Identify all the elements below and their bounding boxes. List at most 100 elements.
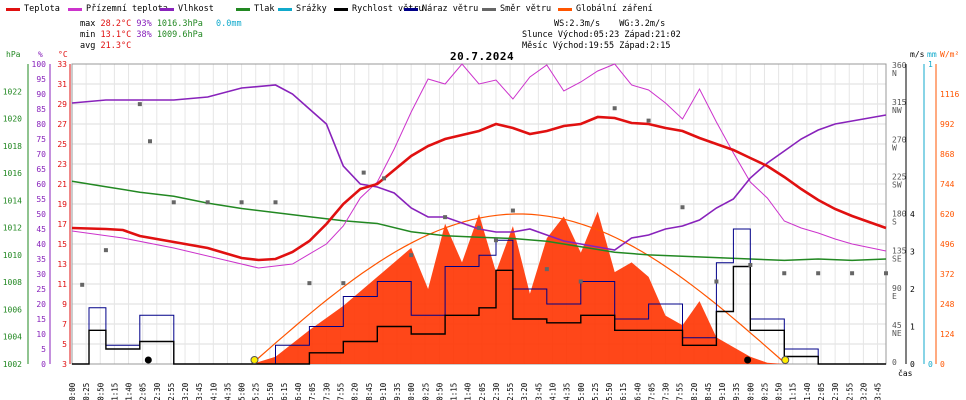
x-tick-label: 05:00	[238, 382, 247, 400]
hum-tick: 70	[36, 150, 46, 159]
rad-tick: 0	[940, 360, 945, 369]
rad-tick: 496	[940, 240, 955, 249]
x-tick-label: 21:15	[789, 383, 798, 400]
x-tick-label: 03:45	[195, 383, 204, 400]
slunce-set: Západ:21:02	[624, 30, 681, 40]
x-tick-label: 01:15	[110, 383, 119, 400]
dir-tick: 45	[892, 321, 902, 330]
x-tick-label: 17:55	[676, 383, 685, 400]
x-tick-label: 16:40	[633, 382, 642, 400]
radiation-area	[251, 211, 785, 364]
mesic-set: Západ:2:15	[619, 41, 671, 51]
hum-tick: 30	[36, 270, 46, 279]
legend-label: Tlak	[254, 4, 275, 14]
x-tick-label: 00:25	[82, 383, 91, 400]
ws-value: WS:2.3m/s	[554, 19, 601, 29]
wind-dir-point	[382, 176, 387, 181]
sunrise-marker	[250, 356, 259, 364]
legend-swatch	[278, 7, 292, 11]
dir-tick: 315	[892, 98, 907, 107]
temp-tick: 31	[57, 80, 67, 89]
hpa-tick: 1002	[3, 360, 22, 369]
hpa-tick: 1020	[3, 115, 22, 124]
legend-swatch	[334, 7, 348, 11]
x-tick-label: 07:30	[322, 382, 331, 400]
x-tick-label: 13:20	[520, 382, 529, 400]
stats-min-press: 1009.6hPa	[156, 30, 203, 40]
wind-dir-point	[493, 238, 498, 243]
temp-tick: 33	[57, 60, 67, 69]
wind-dir-point	[171, 200, 176, 205]
legend-item-8: Globální záření	[558, 4, 653, 14]
x-tick-label: 17:30	[662, 382, 671, 400]
dir-tick: 180	[892, 210, 907, 219]
stats-avg: avg 21.3°C	[80, 41, 131, 51]
temp-tick: 5	[62, 340, 67, 349]
moon-times: Měsíc Východ:19:55 Západ:2:15	[522, 41, 670, 51]
temp-tick: 21	[57, 180, 67, 189]
stats-avg-temp: 21.3°C	[100, 41, 132, 51]
rad-tick: 868	[940, 150, 955, 159]
wind-dir-point	[510, 208, 515, 213]
legend-item-6: Náraz větru	[404, 4, 478, 14]
temp-tick: 27	[57, 120, 67, 129]
slunce-label: Slunce	[522, 30, 553, 40]
x-tick-label: 16:15	[619, 383, 628, 400]
wind-dir-point	[239, 200, 244, 205]
wind-dir-point	[578, 279, 583, 284]
rad-tick: 992	[940, 120, 955, 129]
wind-dir-point	[714, 279, 719, 284]
x-tick-label: 05:50	[266, 382, 275, 400]
x-tick-label: 02:30	[153, 382, 162, 400]
x-tick-label: 03:20	[181, 382, 190, 400]
hum-tick: 65	[36, 165, 46, 174]
legend-swatch	[404, 7, 418, 11]
mesic-rise: Východ:19:55	[552, 41, 615, 51]
legend-swatch	[482, 7, 496, 11]
x-tick-label: 07:05	[308, 383, 317, 400]
wind-tick: 3	[910, 248, 915, 257]
x-tick-label: 12:55	[506, 383, 515, 400]
wind-dir-point	[850, 271, 855, 276]
x-tick-label: 15:00	[577, 382, 586, 400]
legend-swatch	[6, 7, 20, 11]
unit-ms: m/s	[910, 50, 925, 59]
hum-tick: 85	[36, 105, 46, 114]
wind-tick: 4	[910, 210, 915, 219]
rad-tick: 124	[940, 330, 955, 339]
x-tick-label: 08:20	[351, 382, 360, 400]
legend-label: Rychlost větru	[352, 4, 424, 14]
x-tick-label: 11:40	[464, 382, 473, 400]
rad-tick: 744	[940, 180, 955, 189]
legend-label: Přízemní teplota	[86, 4, 168, 14]
legend-label: Teplota	[24, 4, 60, 14]
wind-dir-point	[80, 282, 85, 287]
unit-wm2: W/m²	[940, 50, 960, 59]
x-tick-label: 05:25	[252, 383, 261, 400]
x-tick-label: 08:45	[365, 383, 374, 400]
x-tick-label: 18:20	[690, 382, 699, 400]
wind-dir-point	[477, 225, 481, 230]
x-tick-label: 23:20	[859, 382, 868, 400]
legend-label: Náraz větru	[422, 4, 479, 14]
hum-tick: 35	[36, 255, 46, 264]
stats-min-hum: 38%	[136, 30, 152, 40]
unit-pct: %	[38, 50, 43, 59]
wind-dir-point	[273, 200, 278, 205]
moonrise-marker	[744, 356, 752, 364]
mesic-label: Měsíc	[522, 41, 548, 51]
dir-tick-name: SE	[892, 255, 902, 264]
hum-tick: 75	[36, 135, 46, 144]
wind-dir-point	[341, 281, 346, 286]
hum-tick: 10	[36, 330, 46, 339]
x-tick-label: 14:35	[563, 383, 572, 400]
x-tick-label: 22:30	[831, 382, 840, 400]
x-tick-label: 14:10	[548, 382, 557, 400]
rad-tick: 248	[940, 300, 955, 309]
legend-label: Směr větru	[500, 4, 552, 14]
dir-tick: 225	[892, 172, 907, 181]
wind-dir-point	[646, 118, 651, 123]
dir-tick-name: SW	[892, 180, 902, 189]
hum-tick: 100	[32, 60, 47, 69]
unit-mm: mm	[927, 50, 937, 59]
